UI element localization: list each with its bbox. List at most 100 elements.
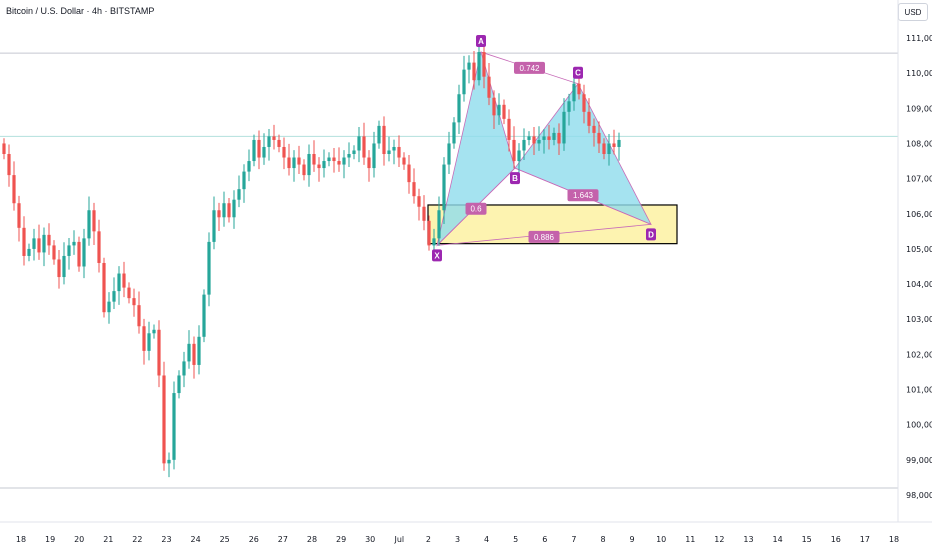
candle-body (557, 132, 561, 144)
candle-body (57, 259, 61, 278)
candle-body (52, 245, 56, 260)
candle-body (337, 161, 341, 165)
candle-body (212, 210, 216, 242)
candle-body (542, 136, 546, 140)
candle-body (452, 122, 456, 144)
chart-title: Bitcoin / U.S. Dollar · 4h · BITSTAMP (6, 6, 155, 16)
candle-body (477, 52, 481, 81)
time-tick-label: 14 (773, 535, 783, 544)
candle-body (387, 150, 391, 155)
candle-body (42, 234, 46, 253)
candle-body (512, 139, 516, 162)
time-tick-label: 25 (220, 535, 230, 544)
candle-body (297, 157, 301, 165)
time-tick-label: 8 (600, 535, 605, 544)
horizontal-lines-layer (0, 52, 898, 489)
candle-body (347, 154, 351, 158)
time-tick-label: 24 (191, 535, 201, 544)
candle-body (432, 238, 436, 246)
candle-body (282, 146, 286, 158)
candle-body (252, 139, 256, 162)
candle-body (67, 245, 71, 256)
time-tick-label: 20 (74, 535, 84, 544)
candle-body (552, 132, 556, 140)
candle-body (357, 136, 361, 151)
time-tick-label: 26 (249, 535, 259, 544)
candle-body (32, 238, 36, 249)
candle-body (47, 234, 51, 246)
time-tick-label: 5 (513, 535, 518, 544)
time-tick-label: 6 (542, 535, 547, 544)
candle-body (362, 136, 366, 158)
candle-body (77, 241, 81, 267)
candle-body (522, 139, 526, 151)
candle-body (272, 136, 276, 140)
price-tick-label: 109,000 (906, 104, 932, 113)
price-tick-label: 106,000 (906, 210, 932, 219)
price-tick-label: 108,000 (906, 139, 932, 148)
time-tick-label: 29 (336, 535, 346, 544)
candle-body (367, 157, 371, 169)
candle-body (587, 111, 591, 126)
price-tick-label: 100,000 (906, 421, 932, 430)
time-tick-label: 4 (484, 535, 489, 544)
candle-body (117, 273, 121, 292)
time-tick-label: 3 (455, 535, 460, 544)
candle-body (417, 196, 421, 207)
candle-body (492, 97, 496, 116)
candle-body (532, 136, 536, 144)
time-tick-label: 23 (161, 535, 171, 544)
candle-body (292, 157, 296, 169)
candle-body (112, 291, 116, 302)
candle-body (547, 136, 551, 140)
candle-body (377, 125, 381, 144)
candle-body (257, 139, 261, 158)
candle-body (332, 157, 336, 162)
candle-body (507, 118, 511, 140)
candle-body (17, 203, 21, 228)
candle-body (267, 136, 271, 147)
candle-body (227, 203, 231, 218)
pattern-point-b-label: B (512, 174, 518, 183)
candle-body (157, 329, 161, 376)
candle-body (107, 301, 111, 313)
candle-body (422, 206, 426, 221)
candle-body (97, 231, 101, 263)
candle-body (372, 143, 376, 169)
candle-body (382, 125, 386, 155)
candle-body (262, 146, 266, 158)
candle-body (177, 375, 181, 394)
candle-body (162, 375, 166, 464)
candle-body (577, 83, 581, 95)
pattern-point-c-label: C (575, 69, 581, 78)
candle-body (27, 248, 31, 256)
pattern-point-x-badge (432, 249, 442, 262)
candle-body (192, 343, 196, 365)
candle-body (537, 139, 541, 144)
candle-body (197, 336, 201, 365)
time-tick-label: 9 (630, 535, 635, 544)
candle-body (87, 210, 91, 239)
ratio-label-badge (514, 61, 545, 74)
candle-body (567, 101, 571, 112)
price-tick-label: 111,000 (906, 34, 932, 43)
candle-body (312, 154, 316, 165)
candle-body (437, 210, 441, 239)
candle-body (517, 150, 521, 162)
candle-body (502, 104, 506, 119)
pattern-point-a-badge (476, 35, 486, 48)
pattern-point-d-label: D (648, 230, 654, 239)
price-tick-label: 102,000 (906, 350, 932, 359)
candle-body (142, 326, 146, 351)
candle-body (12, 175, 16, 204)
candle-body (497, 104, 501, 116)
candle-body (202, 294, 206, 337)
candle-body (472, 62, 476, 81)
ratio-label-badge (567, 189, 599, 202)
candle-body (122, 273, 126, 288)
price-tick-label: 105,000 (906, 245, 932, 254)
candle-body (102, 262, 106, 313)
time-tick-label: 18 (889, 535, 899, 544)
